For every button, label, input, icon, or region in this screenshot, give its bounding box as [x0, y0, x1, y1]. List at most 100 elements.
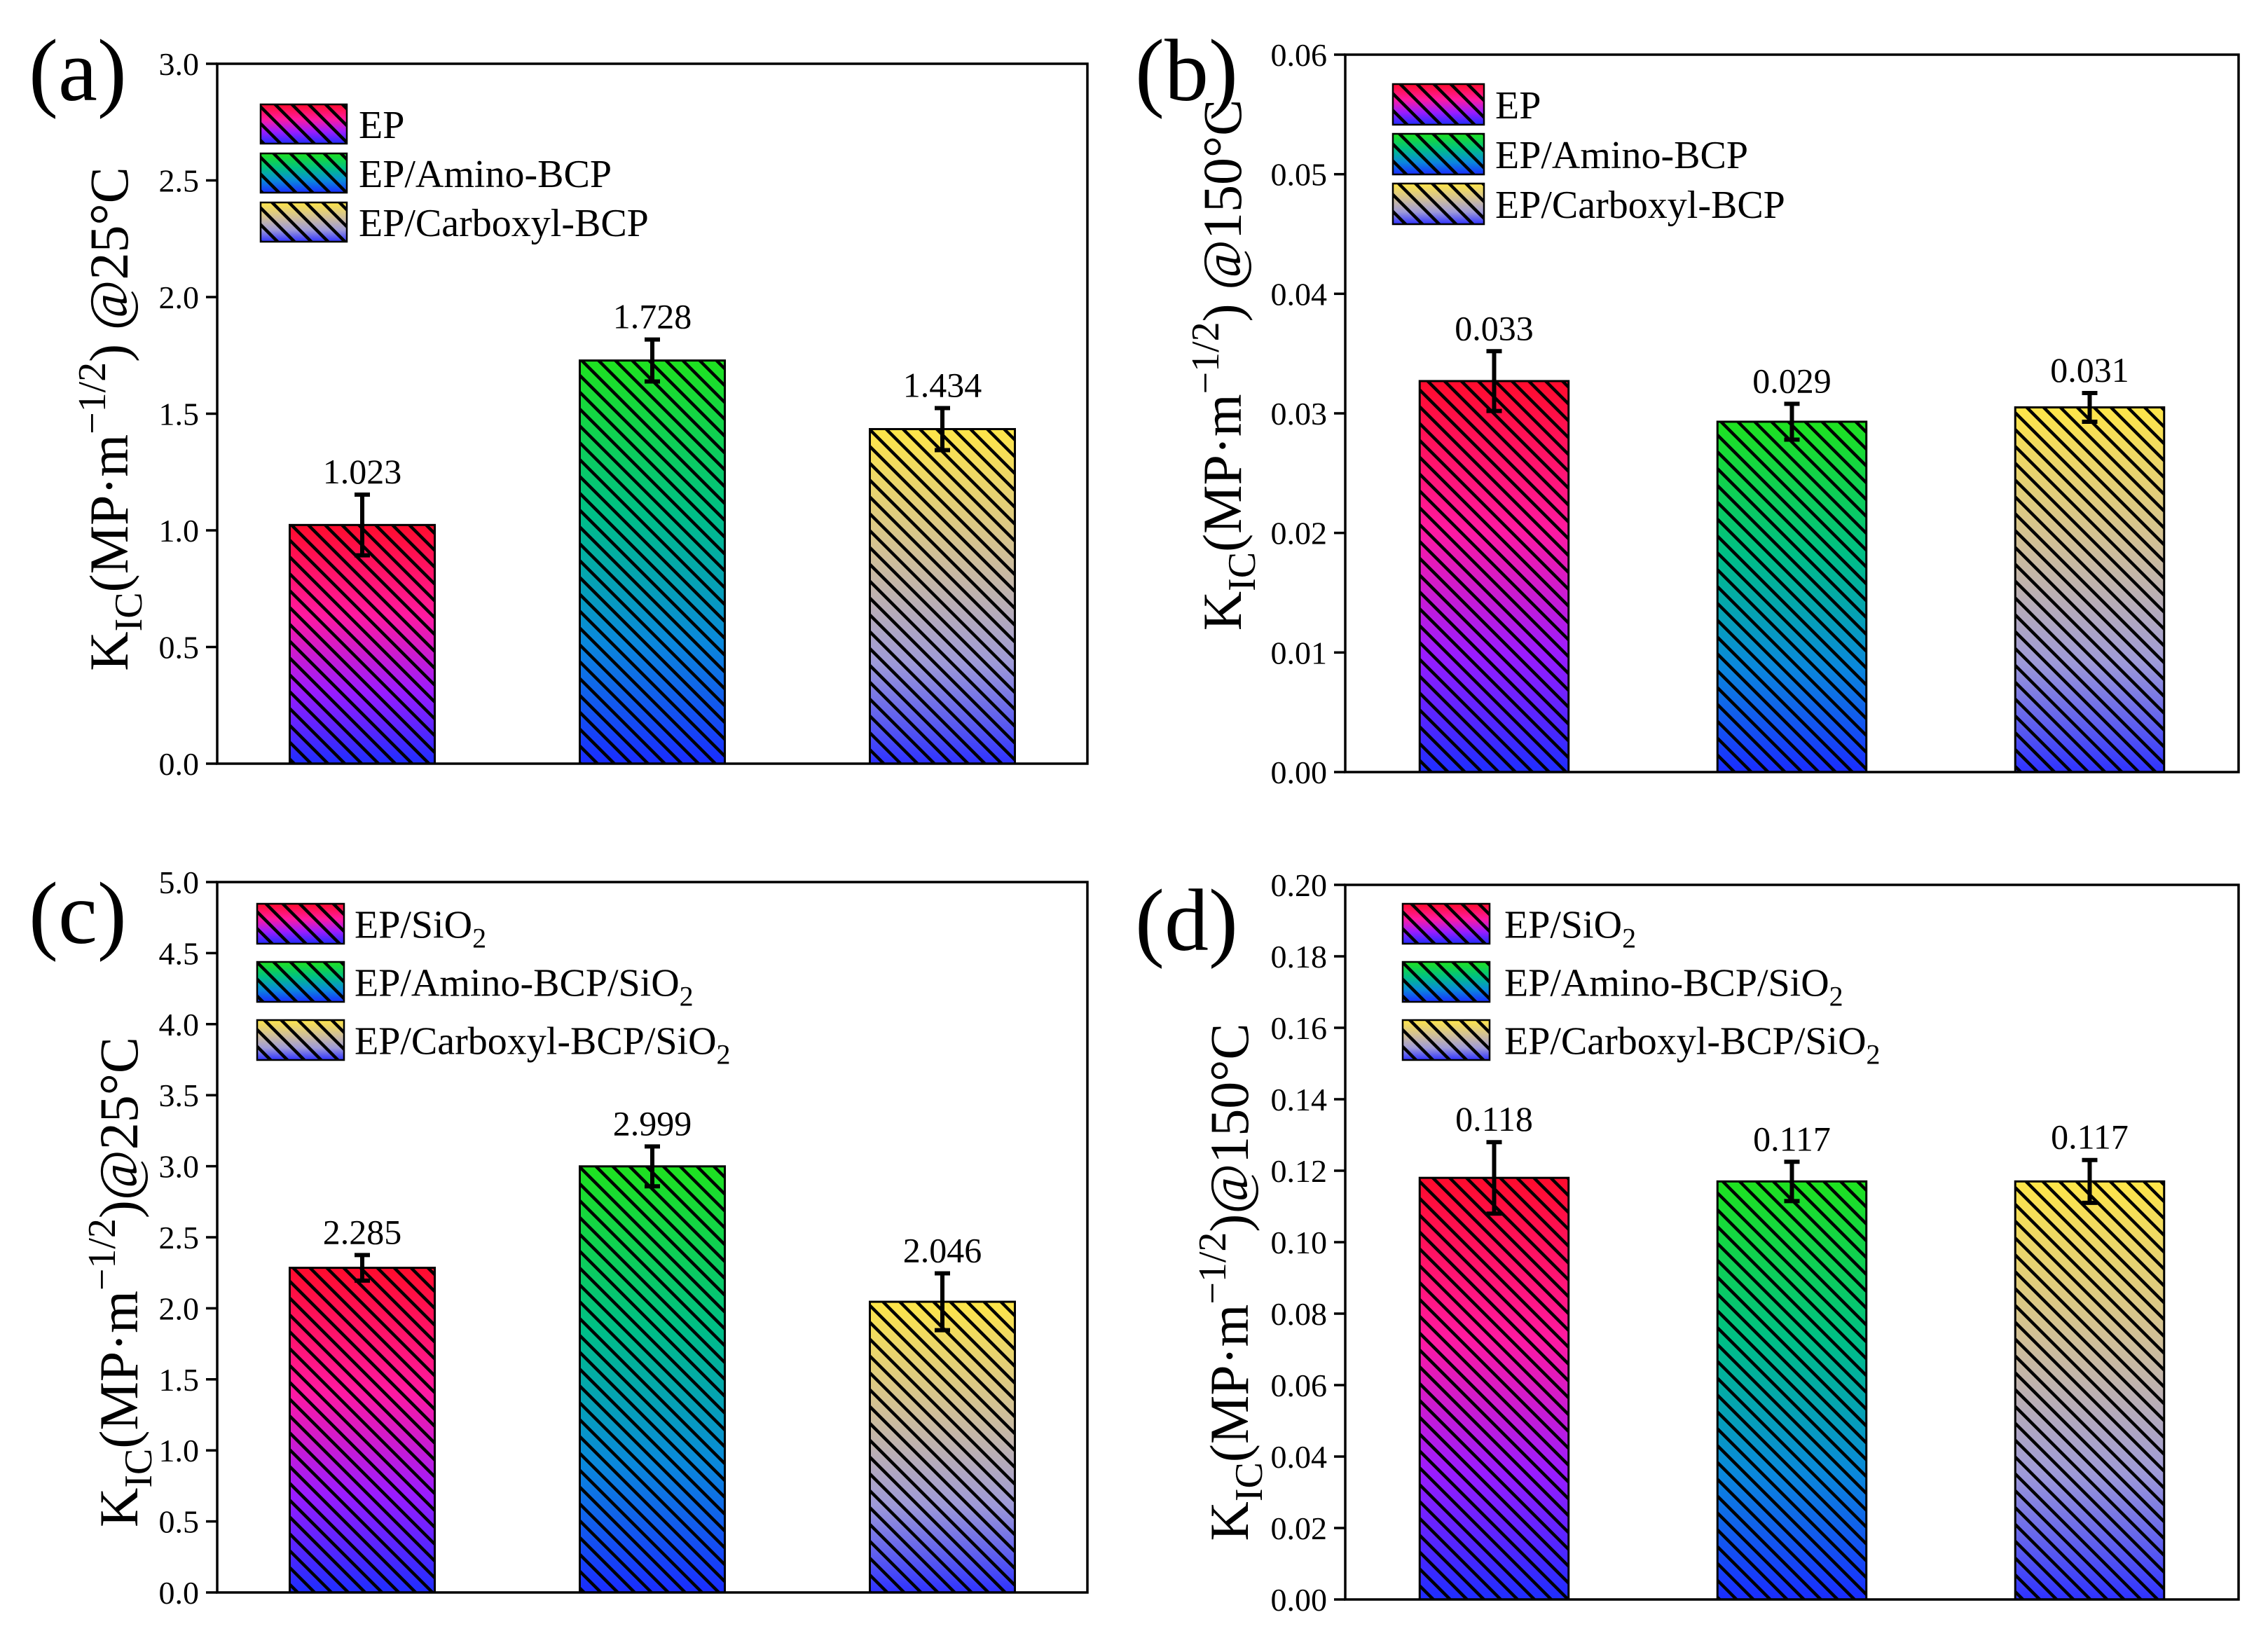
error-bar — [1784, 401, 1800, 442]
bars: 0.033 0.029 0.031 — [1418, 308, 2166, 773]
legend-label-name: EP/Carboxyl-BCP/SiO — [1504, 1020, 1867, 1064]
data-label: 0.029 — [1752, 361, 1831, 400]
y-tick-label: 3.5 — [159, 1078, 200, 1113]
legend: EP/SiO2 EP/Amino-BCP/SiO2 EP/Carboxyl-BCP/… — [256, 902, 731, 1071]
legend-swatch-hatch — [256, 902, 345, 945]
bar-hatch — [1418, 1176, 1570, 1601]
data-label: 2.999 — [613, 1103, 692, 1143]
y-axis-title: KIC(MP·m−1/2) @150°C — [1184, 99, 1264, 631]
y-axis-title-unit: (MP·m — [1192, 394, 1253, 551]
error-bar — [645, 1144, 660, 1189]
error-bar — [2082, 390, 2098, 424]
y-tick-label: 4.5 — [159, 935, 200, 971]
error-bar — [355, 1253, 370, 1283]
bar-hatch — [289, 523, 436, 765]
legend-swatch-hatch — [1391, 132, 1485, 176]
bar-hatch — [869, 1300, 1016, 1594]
y-tick-label: 0.0 — [159, 1575, 200, 1611]
y-axis: 0.0 0.5 1.0 1.5 2.0 2.5 3.0 — [159, 46, 217, 782]
y-axis: 0.00 0.02 0.04 0.06 0.08 0.10 0.12 0.14 0.16 0.18… — [1271, 867, 1345, 1618]
y-tick-label: 0.18 — [1271, 939, 1328, 975]
error-bar — [935, 1271, 950, 1333]
legend-swatch-hatch — [259, 103, 348, 145]
y-axis-title: KIC(MP·m−1/2)@25°C — [81, 1037, 160, 1527]
y-tick-label: 0.12 — [1271, 1153, 1328, 1189]
error-bar — [1486, 349, 1502, 413]
legend-label-subscript: 2 — [472, 923, 486, 954]
legend-entry: EP/Amino-BCP — [259, 152, 612, 196]
legend-label-name: EP/SiO — [1504, 904, 1622, 947]
y-axis-title-sup: −1/2 — [1191, 1232, 1235, 1305]
y-tick-label: 0.02 — [1271, 516, 1328, 551]
y-axis-title-k: K — [1192, 591, 1253, 631]
bars: 0.118 0.117 0.117 — [1418, 1099, 2166, 1601]
bar-hatch — [1418, 380, 1570, 773]
error-bar — [1486, 1140, 1502, 1216]
bar-hatch — [579, 359, 726, 765]
data-label: 0.117 — [1753, 1119, 1831, 1158]
legend-label-subscript: 2 — [1829, 981, 1843, 1012]
legend-entry: EP/SiO2 — [256, 902, 486, 954]
bar-hatch — [2014, 1180, 2166, 1601]
bar-group: 1.728 — [579, 297, 726, 765]
legend: EP EP/Amino-BCP EP/Carboxyl-BCP — [259, 103, 649, 245]
y-tick-label: 0.10 — [1271, 1225, 1328, 1260]
error-bar — [2082, 1157, 2098, 1205]
legend-label: EP/SiO2 — [1504, 904, 1636, 954]
bars: 1.023 1.728 1.434 — [289, 297, 1016, 765]
y-axis-title-sub: IC — [1228, 1462, 1271, 1501]
bar-hatch — [579, 1165, 726, 1594]
legend-entry: EP/SiO2 — [1401, 902, 1636, 954]
data-label: 2.046 — [903, 1231, 982, 1270]
y-tick-label: 2.5 — [159, 163, 200, 199]
bar-hatch — [869, 427, 1016, 765]
legend-swatch-hatch — [259, 152, 348, 194]
y-tick-label: 2.0 — [159, 1291, 200, 1326]
y-tick-label: 0.04 — [1271, 1439, 1328, 1475]
legend-entry: EP/Carboxyl-BCP — [259, 201, 649, 245]
legend-label-subscript: 2 — [680, 981, 694, 1012]
bar-hatch — [289, 1267, 436, 1594]
y-tick-label: 1.0 — [159, 513, 200, 549]
legend-label: EP/Carboxyl-BCP — [359, 202, 649, 245]
legend-entry: EP/Carboxyl-BCP/SiO2 — [1401, 1019, 1881, 1071]
bar-hatch — [1716, 420, 1868, 773]
data-label: 2.285 — [323, 1212, 402, 1251]
y-tick-label: 4.0 — [159, 1007, 200, 1042]
panel-label: (a) — [29, 22, 127, 120]
y-axis-title-k: K — [88, 1488, 149, 1527]
y-axis-title: KIC(MP·m−1/2) @25°C — [71, 167, 151, 670]
legend-swatch-hatch — [256, 1019, 345, 1061]
legend-label: EP/Amino-BCP/SiO2 — [355, 962, 694, 1012]
panel-a: 1.0231.7281.4340.00.51.01.52.02.53.0KIC(… — [29, 22, 1089, 782]
y-axis-title-unit: (MP·m — [88, 1291, 149, 1448]
y-axis-title-unit: (MP·m — [78, 434, 139, 592]
y-tick-label: 0.02 — [1271, 1510, 1328, 1546]
legend-swatch-hatch — [1391, 182, 1485, 226]
legend-entry: EP/Amino-BCP/SiO2 — [1401, 961, 1843, 1012]
legend-label-name: EP/Carboxyl-BCP/SiO — [355, 1020, 717, 1064]
y-tick-label: 0.5 — [159, 1504, 200, 1540]
legend-label-subscript: 2 — [717, 1039, 731, 1071]
y-axis-title-sub: IC — [107, 592, 151, 631]
y-tick-label: 0.06 — [1271, 37, 1328, 73]
legend-entry: EP/Carboxyl-BCP/SiO2 — [256, 1019, 731, 1071]
y-tick-label: 0.5 — [159, 630, 200, 666]
bar-group: 1.023 — [289, 452, 436, 765]
y-tick-label: 0.16 — [1271, 1010, 1328, 1046]
legend-label-name: EP/Amino-BCP/SiO — [1504, 962, 1829, 1005]
legend-entry: EP/Carboxyl-BCP — [1391, 182, 1785, 227]
y-axis-title-unit: (MP·m — [1199, 1305, 1260, 1462]
bar-hatch — [1716, 1180, 1868, 1601]
y-tick-label: 0.00 — [1271, 1582, 1328, 1618]
legend: EP EP/Amino-BCP EP/Carboxyl-BCP — [1391, 83, 1785, 227]
data-label: 0.031 — [2050, 350, 2129, 390]
y-tick-label: 0.08 — [1271, 1296, 1328, 1332]
y-tick-label: 0.0 — [159, 746, 200, 782]
y-tick-label: 0.05 — [1271, 157, 1328, 193]
y-axis-title-suffix: )@150°C — [1199, 1024, 1260, 1232]
legend-entry: EP/Amino-BCP/SiO2 — [256, 961, 694, 1012]
y-axis: 0.00 0.01 0.02 0.03 0.04 0.05 0.06 — [1271, 37, 1345, 790]
bar-group: 2.046 — [869, 1231, 1016, 1594]
